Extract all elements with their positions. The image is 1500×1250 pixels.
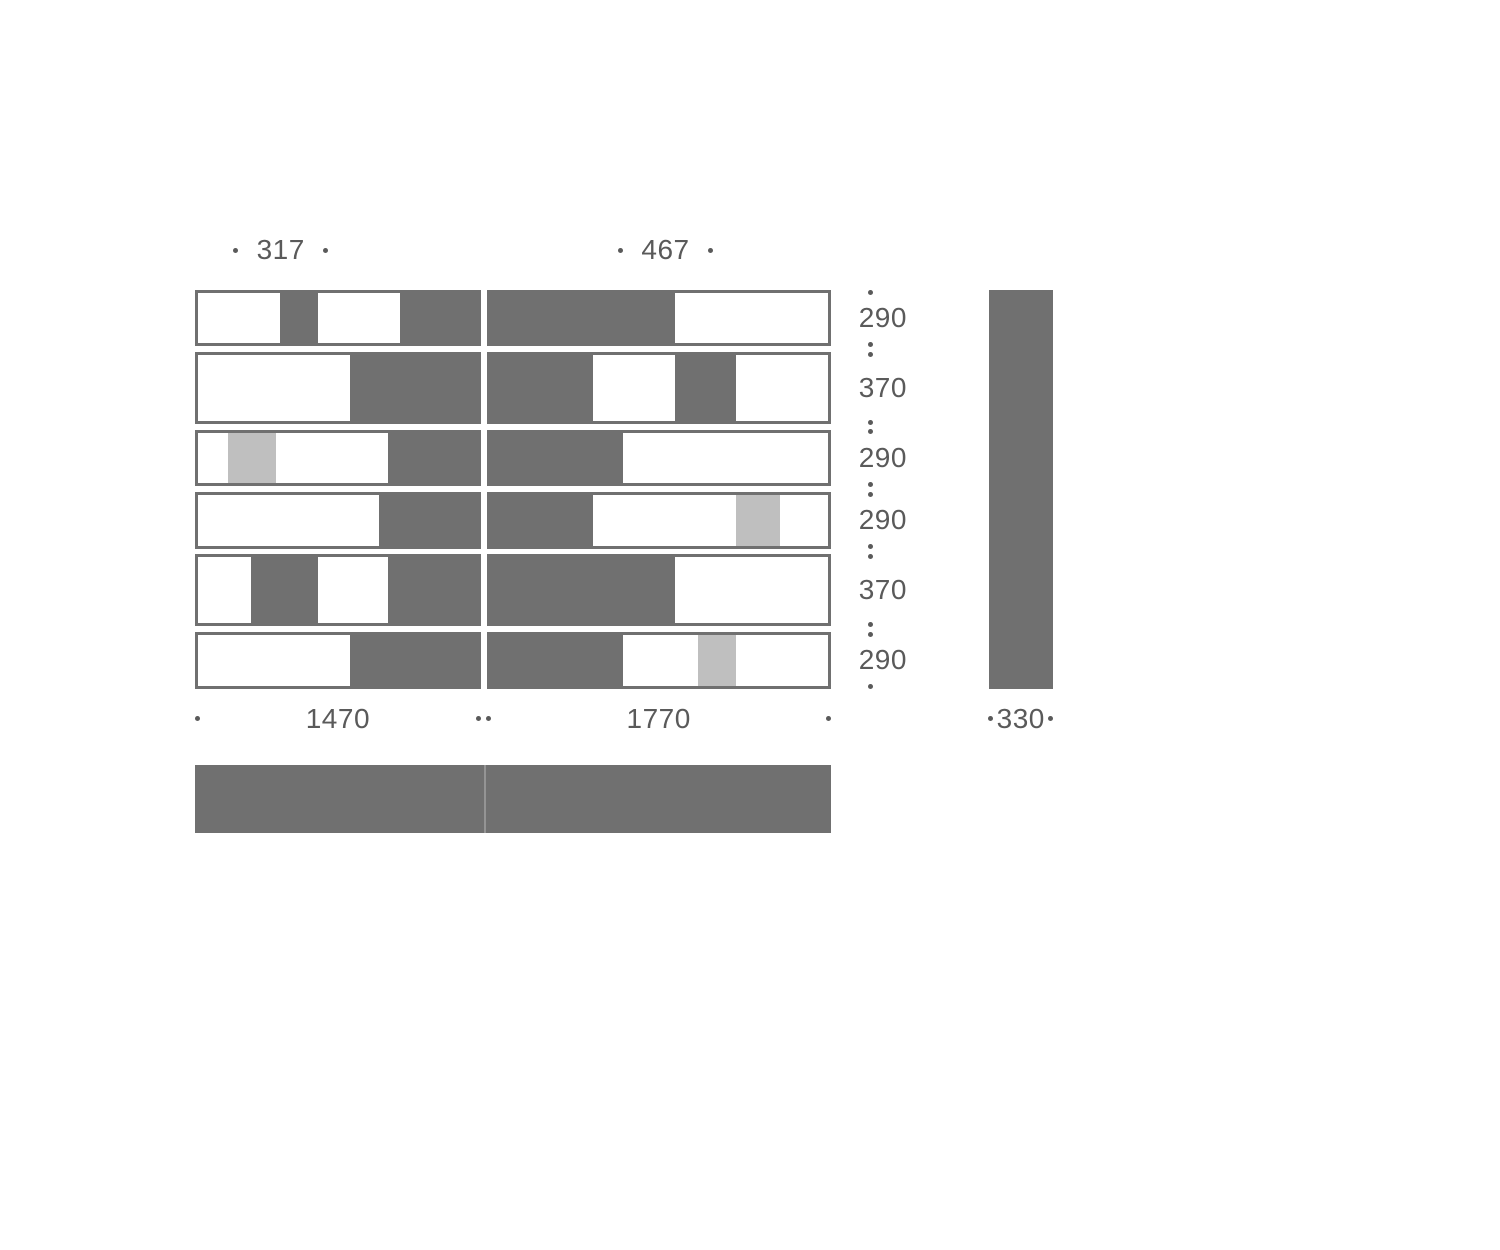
col-dot-left-1 bbox=[486, 716, 491, 721]
cell-r3-c1-seg2 bbox=[736, 495, 780, 545]
top-dot-r-467 bbox=[708, 248, 713, 253]
row-dot-top-3 bbox=[868, 492, 873, 497]
cell-r3-c1-seg3 bbox=[780, 495, 828, 545]
cell-r3-c0 bbox=[195, 492, 481, 548]
cell-r5-c0 bbox=[195, 632, 481, 688]
cell-r2-c0-seg3 bbox=[388, 433, 477, 483]
row-dot-top-4 bbox=[868, 554, 873, 559]
cell-r5-c1-seg2 bbox=[698, 635, 736, 685]
cell-r4-c0 bbox=[195, 554, 481, 626]
top-dim-label-467: 467 bbox=[641, 234, 689, 266]
top-dot-r-317 bbox=[323, 248, 328, 253]
cell-r3-c1-seg1 bbox=[593, 495, 736, 545]
cell-r1-c0 bbox=[195, 352, 481, 424]
cell-r1-c0-seg0 bbox=[198, 355, 350, 421]
cell-r4-c0-seg3 bbox=[388, 557, 477, 623]
cell-r2-c1 bbox=[487, 430, 831, 486]
cell-r1-c1-seg3 bbox=[736, 355, 828, 421]
col-width-label-0: 1470 bbox=[306, 703, 370, 735]
side-width-label: 330 bbox=[997, 703, 1045, 735]
row-dot-bot-5 bbox=[868, 684, 873, 689]
cell-r5-c1-seg1 bbox=[623, 635, 697, 685]
row-height-label-3: 290 bbox=[859, 504, 907, 536]
cell-r2-c1-seg0 bbox=[490, 433, 624, 483]
side-dot-l bbox=[988, 716, 993, 721]
top-dot-l-467 bbox=[618, 248, 623, 253]
cell-r2-c1-seg1 bbox=[623, 433, 827, 483]
cell-r0-c1-seg0 bbox=[490, 293, 675, 343]
cell-r3-c1-seg0 bbox=[490, 495, 593, 545]
cell-r5-c1-seg3 bbox=[736, 635, 828, 685]
row-dot-bot-1 bbox=[868, 420, 873, 425]
cell-r4-c0-seg0 bbox=[198, 557, 251, 623]
cell-r3-c0-seg1 bbox=[379, 495, 478, 545]
col-dot-right-1 bbox=[826, 716, 831, 721]
cell-r1-c0-seg1 bbox=[350, 355, 478, 421]
cell-r0-c1 bbox=[487, 290, 831, 346]
row-height-label-1: 370 bbox=[859, 372, 907, 404]
cell-r4-c0-seg1 bbox=[251, 557, 318, 623]
top-dim-label-317: 317 bbox=[257, 234, 305, 266]
cell-r0-c0-seg0 bbox=[198, 293, 280, 343]
row-height-label-5: 290 bbox=[859, 644, 907, 676]
row-height-label-4: 370 bbox=[859, 574, 907, 606]
row-height-label-0: 290 bbox=[859, 302, 907, 334]
bottom-profile-sep bbox=[484, 765, 486, 833]
cell-r0-c0-seg3 bbox=[400, 293, 478, 343]
side-dot-r bbox=[1048, 716, 1053, 721]
side-profile-bar bbox=[989, 290, 1053, 689]
col-dot-left-0 bbox=[195, 716, 200, 721]
cell-r0-c0-seg1 bbox=[280, 293, 318, 343]
cell-r2-c0-seg0 bbox=[198, 433, 228, 483]
cell-r0-c0-seg2 bbox=[318, 293, 400, 343]
cell-r3-c0-seg0 bbox=[198, 495, 379, 545]
cell-r1-c1-seg2 bbox=[675, 355, 736, 421]
row-dot-top-1 bbox=[868, 352, 873, 357]
row-dot-bot-3 bbox=[868, 544, 873, 549]
row-dot-bot-2 bbox=[868, 482, 873, 487]
cell-r1-c1 bbox=[487, 352, 831, 424]
row-dot-top-0 bbox=[868, 290, 873, 295]
cell-r5-c1-seg0 bbox=[490, 635, 624, 685]
cell-r5-c1 bbox=[487, 632, 831, 688]
cell-r4-c1 bbox=[487, 554, 831, 626]
cell-r4-c1-seg0 bbox=[490, 557, 675, 623]
bottom-profile-bar bbox=[195, 765, 831, 833]
cell-r2-c0-seg1 bbox=[228, 433, 276, 483]
row-dot-top-5 bbox=[868, 632, 873, 637]
col-dot-right-0 bbox=[476, 716, 481, 721]
row-dot-bot-4 bbox=[868, 622, 873, 627]
cell-r0-c1-seg1 bbox=[675, 293, 828, 343]
cell-r1-c1-seg1 bbox=[593, 355, 675, 421]
col-width-label-1: 1770 bbox=[626, 703, 690, 735]
top-dot-l-317 bbox=[233, 248, 238, 253]
cell-r4-c0-seg2 bbox=[318, 557, 388, 623]
cell-r3-c1 bbox=[487, 492, 831, 548]
cell-r5-c0-seg0 bbox=[198, 635, 350, 685]
cell-r0-c0 bbox=[195, 290, 481, 346]
row-dot-top-2 bbox=[868, 429, 873, 434]
cell-r4-c1-seg1 bbox=[675, 557, 828, 623]
cell-r2-c0 bbox=[195, 430, 481, 486]
cell-r5-c0-seg1 bbox=[350, 635, 478, 685]
cell-r1-c1-seg0 bbox=[490, 355, 593, 421]
row-height-label-2: 290 bbox=[859, 442, 907, 474]
diagram-stage: 290 370 290 290 370 290 1470 1770 317 467 330 bbox=[0, 0, 1500, 1250]
cell-r2-c0-seg2 bbox=[276, 433, 388, 483]
row-dot-bot-0 bbox=[868, 342, 873, 347]
